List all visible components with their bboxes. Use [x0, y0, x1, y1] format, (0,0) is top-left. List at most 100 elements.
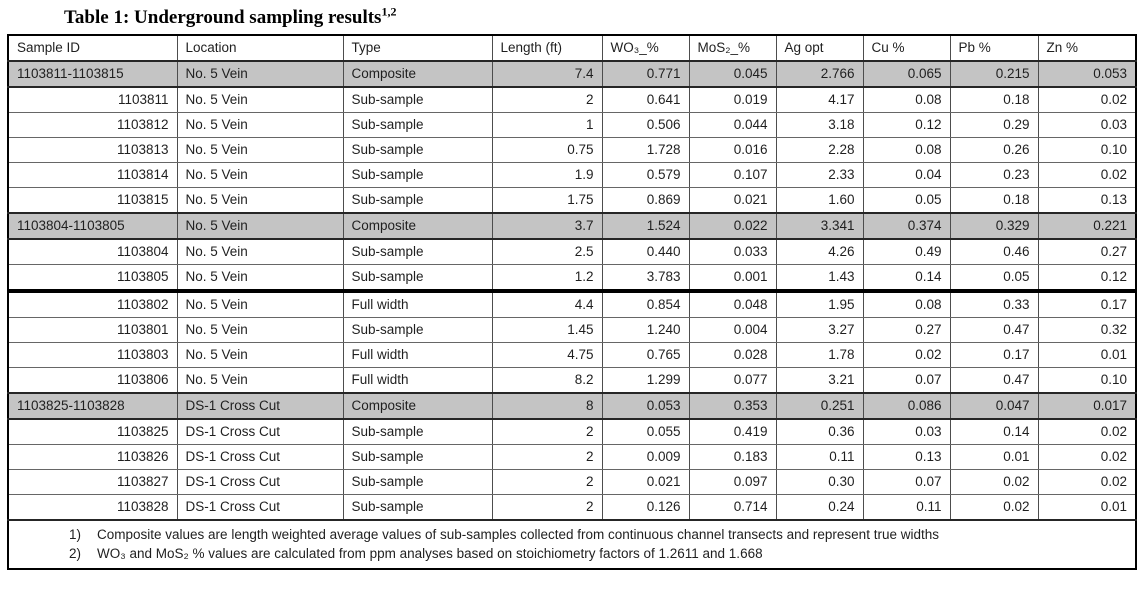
cell-col-1: 1103812	[7, 112, 178, 138]
cell-col-8: 0.08	[862, 86, 951, 113]
cell-col-8: 0.14	[862, 264, 951, 293]
cell-col-3: Sub-sample	[342, 187, 493, 214]
cell-col-9: 0.05	[949, 264, 1039, 293]
cell-col-4: 8	[491, 392, 603, 420]
cell-col-4: 3.7	[491, 212, 603, 240]
cell-col-9: 0.02	[949, 494, 1039, 521]
cell-col-4: 4.75	[491, 342, 603, 368]
table-row: 1103815 No. 5 Vein Sub-sample 1.75 0.869 0.02…	[7, 187, 1137, 214]
cell-col-3: Sub-sample	[342, 264, 493, 293]
cell-col-1: 1103806	[7, 367, 178, 394]
cell-col-3: Full width	[342, 290, 493, 318]
cell-col-6: 0.077	[688, 367, 777, 394]
table-body: 1103811-1103815 No. 5 Vein Composite 7.4 0.7…	[7, 60, 1137, 521]
cell-col-8: 0.08	[862, 137, 951, 163]
cell-col-6: 0.001	[688, 264, 777, 293]
cell-col-7: 1.60	[775, 187, 864, 214]
cell-col-2: No. 5 Vein	[176, 238, 344, 265]
cell-col-2: DS-1 Cross Cut	[176, 444, 344, 470]
column-header-7: Ag opt	[775, 34, 864, 62]
cell-col-2: No. 5 Vein	[176, 86, 344, 113]
cell-col-3: Sub-sample	[342, 494, 493, 521]
cell-col-2: DS-1 Cross Cut	[176, 418, 344, 445]
cell-col-10: 0.27	[1037, 238, 1137, 265]
cell-col-2: No. 5 Vein	[176, 290, 344, 318]
cell-col-8: 0.03	[862, 418, 951, 445]
cell-col-2: DS-1 Cross Cut	[176, 494, 344, 521]
cell-col-5: 0.579	[601, 162, 690, 188]
cell-col-3: Full width	[342, 367, 493, 394]
cell-col-5: 0.641	[601, 86, 690, 113]
cell-col-3: Sub-sample	[342, 469, 493, 495]
cell-col-1: 1103804	[7, 238, 178, 265]
cell-col-8: 0.05	[862, 187, 951, 214]
cell-col-7: 2.766	[775, 60, 864, 88]
footnote-number: 2)	[68, 546, 81, 561]
table-row: 1103805 No. 5 Vein Sub-sample 1.2 3.783 0.001…	[7, 264, 1137, 293]
cell-col-5: 3.783	[601, 264, 690, 293]
cell-col-3: Sub-sample	[342, 112, 493, 138]
cell-col-10: 0.12	[1037, 264, 1137, 293]
cell-col-6: 0.004	[688, 317, 777, 343]
cell-col-9: 0.01	[949, 444, 1039, 470]
cell-col-4: 2	[491, 86, 603, 113]
cell-col-3: Composite	[342, 212, 493, 240]
cell-col-3: Composite	[342, 60, 493, 88]
cell-col-7: 0.11	[775, 444, 864, 470]
cell-col-10: 0.32	[1037, 317, 1137, 343]
cell-col-6: 0.097	[688, 469, 777, 495]
cell-col-6: 0.021	[688, 187, 777, 214]
cell-col-2: No. 5 Vein	[176, 264, 344, 293]
cell-col-5: 0.440	[601, 238, 690, 265]
cell-col-4: 4.4	[491, 290, 603, 318]
footnote-text: Composite values are length weighted ave…	[97, 527, 939, 542]
cell-col-5: 1.299	[601, 367, 690, 394]
cell-col-1: 1103825	[7, 418, 178, 445]
footnote-1: 1) Composite values are length weighted a…	[17, 525, 1127, 544]
cell-col-5: 0.021	[601, 469, 690, 495]
table-title: Table 1: Underground sampling results1,2	[64, 6, 1142, 29]
cell-col-8: 0.13	[862, 444, 951, 470]
cell-col-8: 0.086	[862, 392, 951, 420]
cell-col-5: 0.126	[601, 494, 690, 521]
cell-col-10: 0.10	[1037, 367, 1137, 394]
cell-col-7: 4.17	[775, 86, 864, 113]
cell-col-2: No. 5 Vein	[176, 187, 344, 214]
cell-col-8: 0.07	[862, 367, 951, 394]
cell-col-5: 1.728	[601, 137, 690, 163]
cell-col-5: 0.055	[601, 418, 690, 445]
cell-col-3: Sub-sample	[342, 444, 493, 470]
cell-col-4: 2	[491, 444, 603, 470]
cell-col-10: 0.02	[1037, 418, 1137, 445]
cell-col-7: 1.43	[775, 264, 864, 293]
cell-col-7: 2.28	[775, 137, 864, 163]
cell-col-9: 0.215	[949, 60, 1039, 88]
cell-col-6: 0.714	[688, 494, 777, 521]
cell-col-9: 0.02	[949, 469, 1039, 495]
cell-col-8: 0.27	[862, 317, 951, 343]
cell-col-7: 1.95	[775, 290, 864, 318]
table-row: 1103827 DS-1 Cross Cut Sub-sample 2 0.021 0.0…	[7, 469, 1137, 495]
cell-col-5: 0.053	[601, 392, 690, 420]
cell-col-3: Sub-sample	[342, 418, 493, 445]
cell-col-5: 0.869	[601, 187, 690, 214]
cell-col-1: 1103811	[7, 86, 178, 113]
cell-col-2: No. 5 Vein	[176, 212, 344, 240]
cell-col-4: 2	[491, 418, 603, 445]
cell-col-10: 0.053	[1037, 60, 1137, 88]
cell-col-2: No. 5 Vein	[176, 112, 344, 138]
cell-col-10: 0.02	[1037, 162, 1137, 188]
cell-col-8: 0.02	[862, 342, 951, 368]
cell-col-6: 0.183	[688, 444, 777, 470]
cell-col-8: 0.065	[862, 60, 951, 88]
table-row: 1103803 No. 5 Vein Full width 4.75 0.765 0.02…	[7, 342, 1137, 368]
composite-row: 1103811-1103815 No. 5 Vein Composite 7.4 0.7…	[7, 60, 1137, 88]
cell-col-8: 0.49	[862, 238, 951, 265]
table-row: 1103802 No. 5 Vein Full width 4.4 0.854 0.048…	[7, 290, 1137, 318]
footnote-text: WO₃ and MoS₂ % values are calculated fro…	[97, 546, 763, 561]
cell-col-2: No. 5 Vein	[176, 317, 344, 343]
footnote-2: 2) WO₃ and MoS₂ % values are calculated f…	[17, 544, 1127, 563]
cell-col-2: No. 5 Vein	[176, 367, 344, 394]
cell-col-9: 0.23	[949, 162, 1039, 188]
cell-col-6: 0.353	[688, 392, 777, 420]
